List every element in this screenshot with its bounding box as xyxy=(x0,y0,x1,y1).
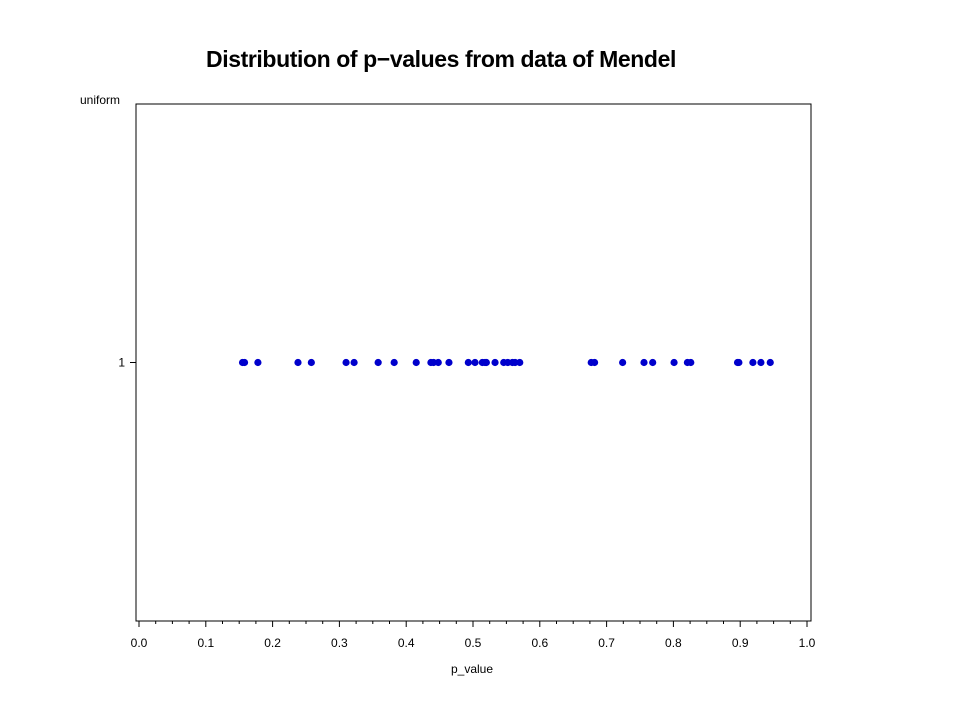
x-tick-label: 0.0 xyxy=(131,636,148,650)
data-point xyxy=(766,358,774,367)
data-point xyxy=(342,358,350,367)
data-point xyxy=(374,358,382,367)
data-point xyxy=(254,358,262,367)
data-point xyxy=(749,358,757,367)
x-tick-label: 0.9 xyxy=(732,636,749,650)
x-tick-label: 0.5 xyxy=(465,636,482,650)
data-point xyxy=(445,358,453,367)
y-axis-ticks: 1 xyxy=(118,356,136,370)
data-point xyxy=(640,358,648,367)
data-points xyxy=(238,358,774,367)
x-tick-label: 1.0 xyxy=(799,636,816,650)
data-point xyxy=(590,358,599,367)
data-point xyxy=(757,358,765,367)
data-point xyxy=(434,358,442,367)
x-tick-label: 0.1 xyxy=(197,636,214,650)
data-point xyxy=(491,358,499,367)
y-tick-label: 1 xyxy=(118,356,125,370)
data-point xyxy=(471,358,479,367)
data-point xyxy=(294,358,302,367)
data-point xyxy=(390,358,398,367)
y-axis-label: uniform xyxy=(80,93,120,107)
x-axis-label: p_value xyxy=(451,662,493,676)
data-point xyxy=(307,358,315,367)
data-point xyxy=(649,358,657,367)
data-point xyxy=(464,358,472,367)
data-point xyxy=(687,358,695,367)
chart-title: Distribution of p−values from data of Me… xyxy=(206,46,676,72)
data-point xyxy=(350,358,358,367)
x-tick-label: 0.4 xyxy=(398,636,415,650)
data-point xyxy=(516,358,524,367)
x-tick-label: 0.3 xyxy=(331,636,348,650)
data-point xyxy=(412,358,420,367)
data-point xyxy=(240,358,249,367)
data-point xyxy=(482,358,490,367)
x-tick-label: 0.7 xyxy=(598,636,615,650)
data-point xyxy=(735,358,743,367)
x-tick-label: 0.6 xyxy=(531,636,548,650)
data-point xyxy=(670,358,678,367)
x-tick-label: 0.2 xyxy=(264,636,281,650)
data-point xyxy=(619,358,627,367)
x-axis-ticks: 0.0 0.1 0.2 0.3 0.4 0.5 0.6 0.7 0.8 0.9 1.0 xyxy=(131,621,816,650)
x-tick-label: 0.8 xyxy=(665,636,682,650)
